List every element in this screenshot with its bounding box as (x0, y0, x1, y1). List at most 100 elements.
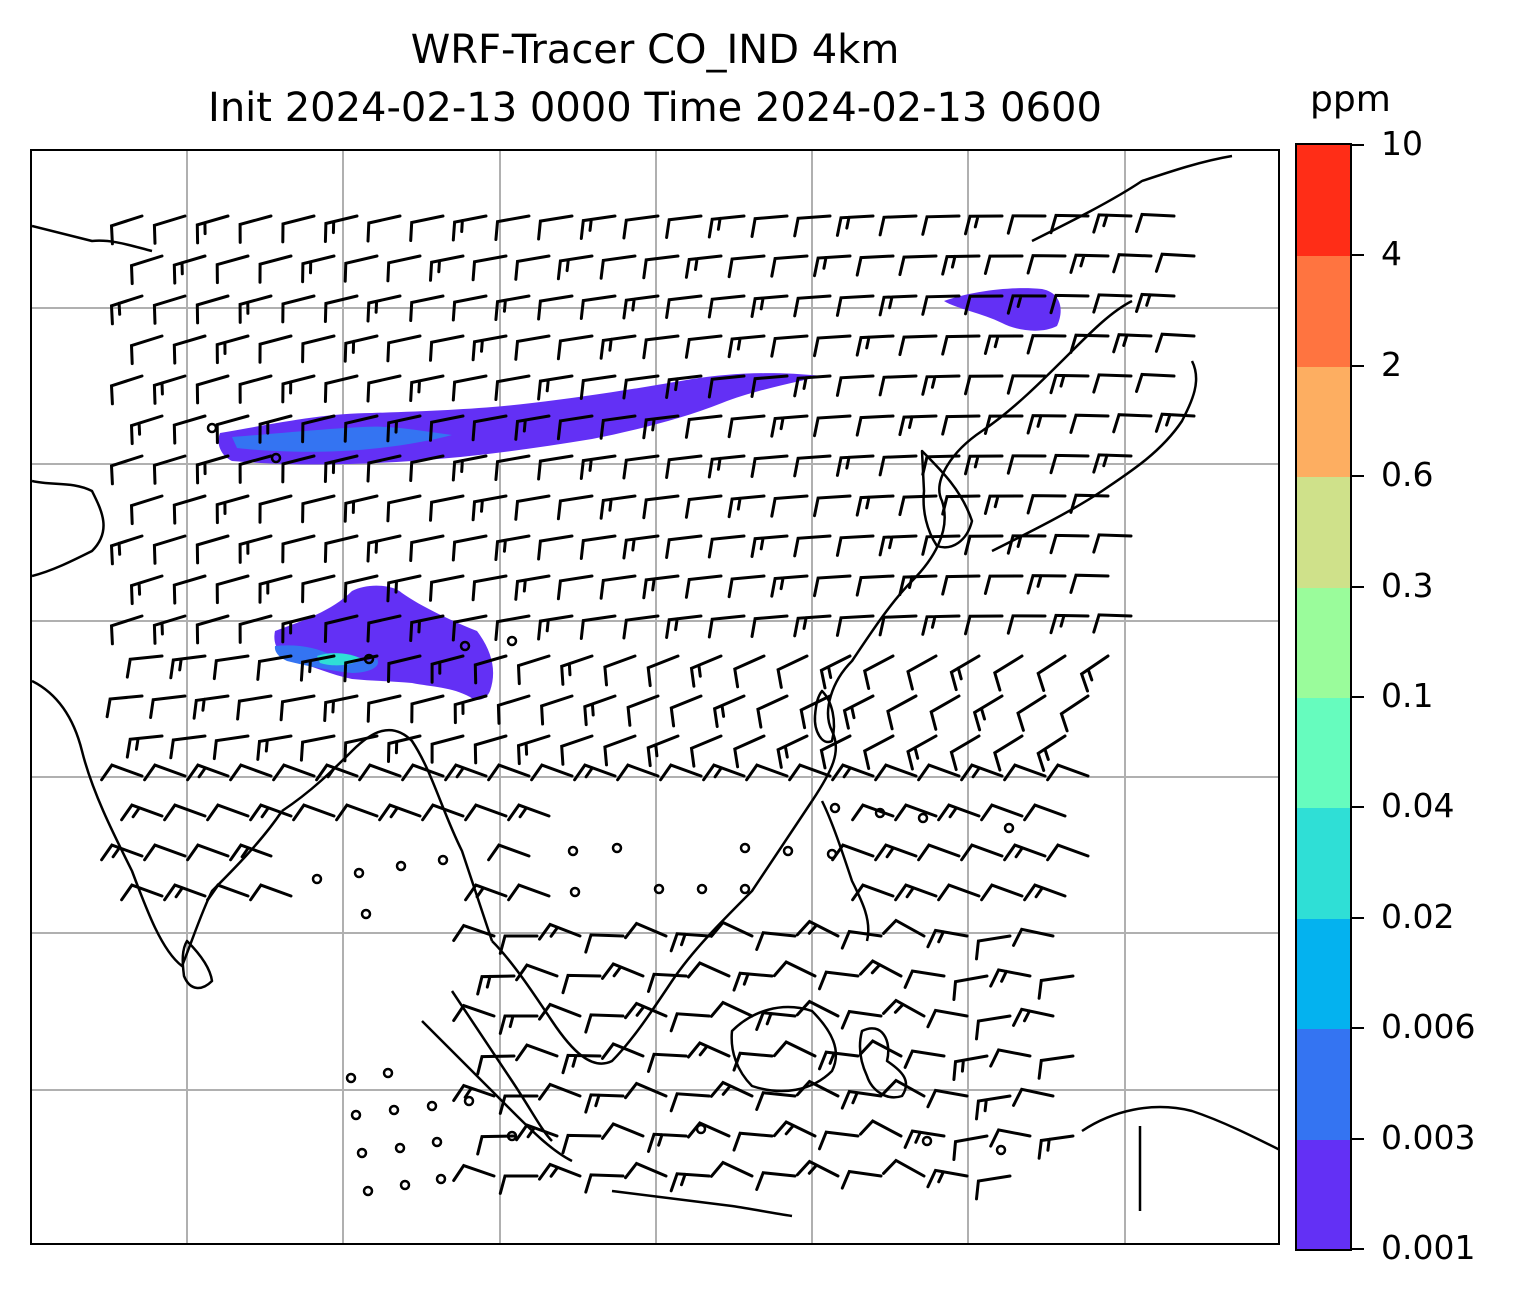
wind-barb (770, 414, 809, 438)
wind-barb (1026, 494, 1067, 515)
wind-barb (430, 734, 465, 764)
calm-marker (995, 1144, 1007, 1156)
wind-barb (556, 414, 594, 441)
wind-barb (169, 734, 207, 760)
wind-barb (1049, 213, 1090, 235)
wind-barb (689, 654, 723, 688)
wind-barb (835, 614, 875, 637)
wind-barb (874, 763, 918, 782)
colorbar (1295, 143, 1352, 1251)
wind-barb (882, 1158, 926, 1178)
wind-barb (163, 883, 207, 902)
wind-barb (898, 334, 938, 357)
wind-barb (665, 454, 703, 479)
wind-barb (579, 214, 617, 240)
wind-barb (1069, 573, 1110, 594)
wind-barb (409, 214, 445, 242)
wind-barb (120, 803, 164, 822)
colorbar-tick (1352, 1248, 1364, 1250)
wind-barb (1154, 332, 1196, 353)
calm-marker (435, 1173, 447, 1185)
wind-barb (835, 374, 875, 397)
colorbar-tick-label: 10 (1381, 124, 1423, 163)
wind-barb (109, 454, 144, 486)
wind-barb (451, 214, 488, 242)
colorbar-segment (1297, 1028, 1350, 1140)
wind-barb (622, 454, 660, 480)
wind-barb (795, 1159, 840, 1178)
wind-barb (537, 374, 574, 401)
wind-barb (818, 1050, 860, 1071)
wind-barb (980, 803, 1024, 822)
wind-barb (622, 614, 660, 640)
wind-barb (616, 763, 660, 782)
wind-barb (1026, 334, 1067, 355)
wind-barb (665, 374, 703, 399)
wind-barb (622, 374, 660, 400)
wind-barb (579, 374, 617, 400)
wind-barb (980, 883, 1024, 902)
wind-barb (494, 294, 531, 321)
wind-barb (882, 998, 926, 1018)
wind-barb (238, 374, 273, 404)
wind-barb (793, 374, 832, 398)
wind-barb (727, 334, 766, 359)
wind-barb (1036, 734, 1067, 772)
wind-barb (855, 494, 895, 517)
wind-barb (1006, 454, 1047, 475)
colorbar-segment (1297, 255, 1350, 367)
wind-barb (1037, 1054, 1075, 1080)
wind-barb (494, 454, 531, 481)
wind-barb (964, 374, 1004, 396)
wind-barb (599, 494, 637, 520)
colorbar-tick (1352, 806, 1364, 809)
wind-barb (788, 763, 832, 782)
wind-barb (301, 254, 336, 284)
wind-barb (186, 763, 230, 782)
wind-barb (855, 414, 895, 437)
calm-marker (362, 1185, 374, 1197)
wind-barb (795, 1079, 840, 1098)
wind-barb (684, 574, 723, 599)
wind-barb (878, 374, 918, 397)
calm-marker (360, 908, 372, 920)
wind-barb (579, 454, 617, 480)
wind-barb (366, 454, 402, 483)
wind-barb (195, 614, 230, 645)
wind-barb (561, 1053, 602, 1075)
wind-barb (983, 334, 1024, 355)
calm-marker (353, 867, 365, 879)
map-panel[interactable] (30, 149, 1280, 1245)
wind-barb (172, 414, 207, 445)
wind-barb (599, 574, 637, 600)
wind-barb (1026, 254, 1067, 275)
colorbar-tick-label: 0.3 (1381, 565, 1434, 605)
wind-barb (686, 1041, 731, 1059)
wind-barb (258, 494, 293, 524)
wind-barb (1003, 763, 1047, 782)
wind-barb (750, 214, 789, 238)
wind-barb (429, 414, 465, 442)
calm-marker (739, 842, 751, 854)
wind-barb (1012, 1087, 1055, 1107)
wind-barb (647, 1132, 688, 1153)
wind-barb (921, 534, 961, 556)
wind-barb (949, 654, 981, 692)
colorbar-tick-label: 0.6 (1381, 455, 1434, 495)
colorbar-tick-label: 0.003 (1381, 1117, 1476, 1157)
wind-barb (669, 932, 711, 953)
wind-barb (1092, 453, 1133, 474)
wind-barb (842, 694, 875, 730)
coastline-west (32, 224, 153, 253)
wind-barb (281, 534, 316, 564)
wind-barb (727, 254, 766, 279)
wind-barb (1006, 374, 1047, 395)
wind-barb (855, 574, 895, 597)
wind-barb (1049, 613, 1090, 635)
wind-barb (1069, 333, 1110, 354)
wind-barb (1092, 213, 1133, 234)
wind-barb (215, 334, 250, 365)
wind-barb (556, 574, 594, 601)
wind-barb (279, 694, 316, 722)
wind-barb (556, 254, 594, 281)
